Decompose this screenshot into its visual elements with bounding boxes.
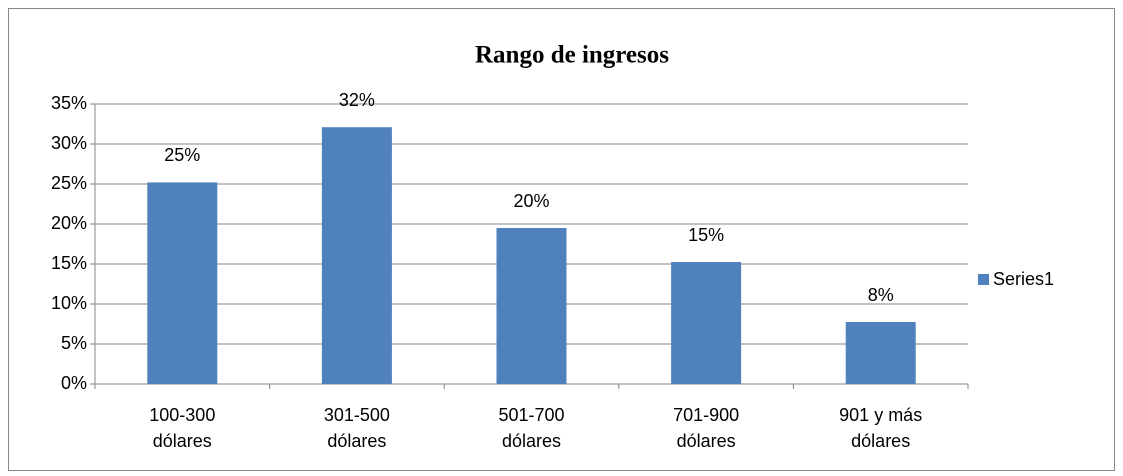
bar xyxy=(321,127,392,384)
legend-label: Series1 xyxy=(993,269,1054,289)
x-tick-label: 901 y más dólares xyxy=(839,405,923,451)
x-tick-label: 501-700 dólares xyxy=(498,405,565,451)
x-tick-label: 301-500 dólares xyxy=(323,405,390,451)
y-tick-label: 10% xyxy=(51,293,87,313)
y-tick-label: 30% xyxy=(51,133,87,153)
bar xyxy=(671,262,742,384)
y-tick-label: 20% xyxy=(51,213,87,233)
bar xyxy=(147,182,218,384)
data-label: 8% xyxy=(868,285,894,305)
y-tick-label: 35% xyxy=(51,93,87,113)
data-label: 15% xyxy=(688,225,724,245)
data-label: 32% xyxy=(339,90,375,110)
bar xyxy=(845,322,916,384)
data-label: 25% xyxy=(164,145,200,165)
legend-swatch xyxy=(978,274,989,285)
x-tick-label: 100-300 dólares xyxy=(149,405,216,451)
x-tick-label: 701-900 dólares xyxy=(673,405,740,451)
data-label: 20% xyxy=(513,191,549,211)
y-tick-label: 25% xyxy=(51,173,87,193)
y-tick-label: 15% xyxy=(51,253,87,273)
y-tick-label: 0% xyxy=(61,373,87,393)
y-tick-label: 5% xyxy=(61,333,87,353)
chart-title: Rango de ingresos xyxy=(475,42,669,69)
bar xyxy=(496,228,567,384)
